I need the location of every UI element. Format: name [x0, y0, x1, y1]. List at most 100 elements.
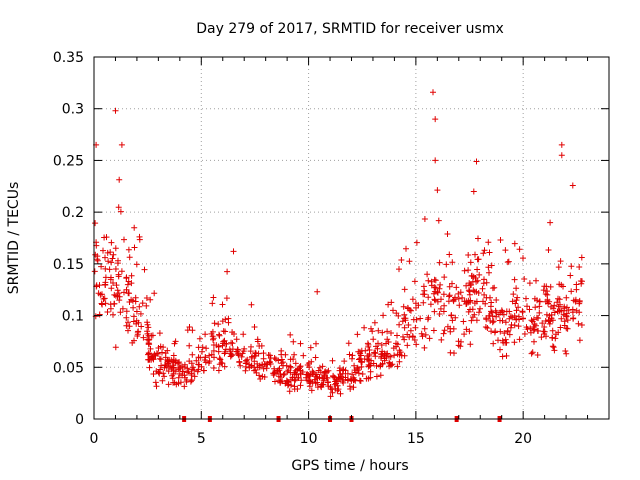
data-point — [396, 347, 403, 354]
data-point — [413, 304, 419, 311]
data-point — [453, 284, 460, 291]
data-point — [430, 89, 436, 96]
data-point — [106, 266, 113, 273]
data-point — [110, 280, 116, 286]
data-point — [434, 187, 441, 194]
data-point — [567, 272, 574, 279]
data-point — [126, 299, 133, 305]
data-point — [253, 369, 260, 376]
data-point — [388, 330, 394, 336]
data-point — [201, 367, 207, 374]
data-point — [308, 387, 315, 394]
data-point — [515, 323, 522, 330]
data-point — [117, 208, 124, 215]
data-point — [359, 371, 366, 377]
data-point — [425, 294, 432, 301]
data-point — [576, 264, 583, 270]
data-point — [405, 322, 412, 328]
y-tick-label: 0.05 — [53, 360, 84, 376]
data-point — [446, 251, 453, 258]
data-point — [272, 356, 279, 363]
data-point — [488, 299, 495, 306]
data-point — [426, 335, 433, 342]
data-point — [541, 283, 548, 290]
data-point — [400, 333, 406, 340]
data-point — [114, 287, 121, 294]
data-point — [170, 362, 177, 369]
data-point — [504, 259, 511, 266]
data-point — [93, 282, 100, 289]
data-point — [119, 305, 126, 312]
data-point — [95, 290, 102, 297]
data-point — [195, 354, 202, 361]
data-point — [446, 283, 453, 290]
data-point — [181, 383, 188, 390]
data-point — [156, 355, 163, 362]
data-point — [431, 308, 438, 315]
data-point — [290, 338, 297, 345]
data-point — [115, 273, 122, 280]
data-point — [280, 372, 287, 378]
data-point — [334, 382, 341, 389]
data-point — [371, 319, 378, 326]
data-point — [438, 336, 445, 343]
data-point — [287, 331, 294, 338]
data-point — [314, 384, 321, 391]
data-point — [534, 352, 541, 358]
data-point — [195, 344, 202, 351]
data-point — [157, 343, 164, 350]
data-point — [563, 313, 570, 320]
data-point — [422, 331, 429, 338]
data-point — [482, 324, 489, 330]
data-point — [169, 372, 176, 379]
data-point — [465, 267, 472, 274]
data-point — [443, 261, 450, 268]
data-point — [579, 278, 585, 285]
data-point — [356, 377, 363, 384]
data-point — [437, 305, 444, 312]
x-tick-label: 0 — [90, 431, 99, 447]
data-point — [108, 285, 115, 292]
data-point — [452, 314, 459, 321]
data-point — [287, 363, 294, 370]
data-point — [209, 333, 216, 340]
data-point — [108, 274, 114, 281]
data-point — [569, 182, 576, 189]
data-point — [191, 367, 198, 374]
data-point — [242, 367, 249, 374]
data-point — [125, 319, 131, 326]
data-point — [377, 372, 384, 379]
data-point — [456, 302, 463, 309]
data-point — [549, 327, 556, 334]
data-point — [145, 356, 152, 363]
data-point — [115, 204, 122, 211]
data-point — [554, 299, 561, 306]
data-point — [222, 316, 229, 323]
data-point — [153, 350, 160, 357]
data-point — [463, 282, 470, 289]
data-point — [487, 294, 493, 301]
data-point — [465, 308, 472, 315]
data-point — [449, 259, 456, 266]
data-point — [215, 343, 222, 350]
data-point — [563, 294, 570, 301]
data-point — [291, 351, 298, 358]
data-point — [109, 255, 116, 262]
data-point — [515, 304, 522, 311]
x-tick-label: 15 — [407, 431, 425, 447]
data-point — [398, 257, 405, 263]
data-point — [393, 340, 399, 347]
data-point — [550, 344, 557, 351]
data-point — [186, 324, 193, 330]
data-point — [208, 351, 215, 358]
data-point — [470, 188, 477, 195]
data-point — [138, 323, 145, 330]
data-point — [144, 319, 151, 326]
data-point — [341, 358, 348, 365]
data-point — [493, 297, 500, 303]
data-point — [319, 363, 326, 370]
data-point — [473, 158, 480, 165]
data-point — [437, 281, 444, 288]
data-point — [229, 329, 236, 336]
data-point — [210, 294, 217, 301]
